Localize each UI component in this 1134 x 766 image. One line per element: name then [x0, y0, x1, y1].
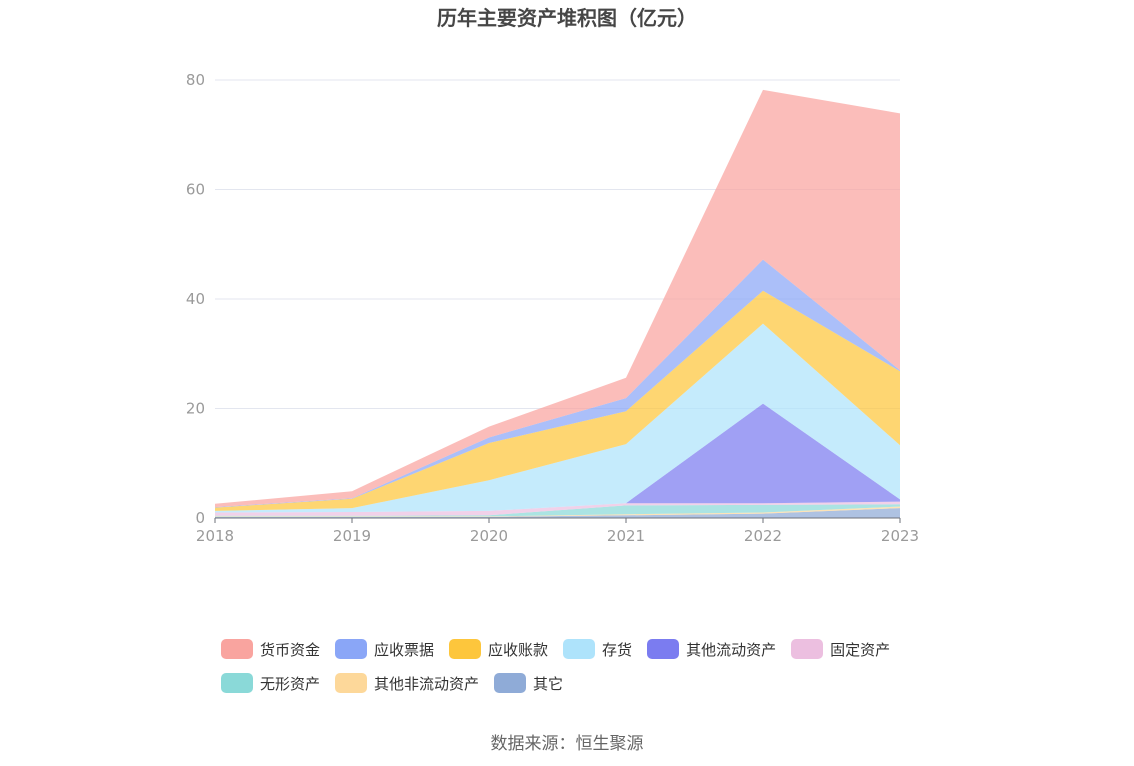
legend-item[interactable]: 存货: [563, 639, 632, 660]
x-tick-label: 2020: [470, 527, 508, 545]
legend-item[interactable]: 应收账款: [449, 639, 548, 660]
axes: 0 20 40 60 80 2018 2019 2020 2021 2022 2023: [186, 71, 919, 545]
legend-item[interactable]: 固定资产: [791, 639, 890, 660]
area-series-6: [215, 290, 900, 511]
legend-swatch: [221, 639, 253, 659]
legend-swatch: [563, 639, 596, 659]
legend-swatch: [494, 673, 527, 693]
legend-label: 其它: [533, 674, 564, 693]
legend-item[interactable]: 其他非流动资产: [335, 673, 479, 694]
stacked-area-chart: 0 20 40 60 80 2018 2019 2020 2021 2022 2023: [186, 71, 919, 545]
legend-item[interactable]: 无形资产: [221, 673, 320, 694]
legend-swatch: [221, 673, 253, 693]
legend-item[interactable]: 货币资金: [221, 639, 320, 660]
legend-item[interactable]: 其他流动资产: [647, 639, 776, 660]
y-tick-label: 40: [186, 290, 205, 308]
legend-label: 货币资金: [260, 640, 321, 659]
area-series-8: [215, 89, 900, 508]
legend-swatch: [335, 639, 368, 659]
legend-label: 无形资产: [260, 674, 321, 693]
chart-title: 历年主要资产堆积图（亿元）: [437, 6, 697, 30]
x-tick-label: 2022: [744, 527, 782, 545]
legend-swatch: [647, 639, 680, 659]
legend-row: 无形资产 其他非流动资产 其它: [221, 666, 941, 700]
y-tick-label: 60: [186, 181, 205, 199]
y-tick-label: 0: [195, 509, 205, 527]
legend-label: 应收账款: [488, 640, 549, 659]
area-series-0: [215, 508, 900, 518]
legend-item[interactable]: 应收票据: [335, 639, 434, 660]
legend-row: 货币资金 应收票据 应收账款 存货 其他流动资产 固定资产: [221, 632, 941, 666]
area-series-2: [215, 504, 900, 517]
area-series-4: [215, 403, 900, 513]
area-series-5: [215, 323, 900, 513]
legend-label: 其他流动资产: [686, 640, 777, 659]
x-tick-label: 2019: [333, 527, 371, 545]
legend-label: 固定资产: [830, 640, 891, 659]
legend-swatch: [449, 639, 482, 659]
y-tick-label: 20: [186, 400, 205, 418]
area-series-group: [215, 89, 900, 518]
y-tick-label: 80: [186, 71, 205, 89]
data-source: 数据来源：恒生聚源: [490, 734, 644, 754]
x-tick-label: 2023: [881, 527, 919, 545]
area-series-3: [215, 501, 900, 516]
x-tick-label: 2021: [607, 527, 645, 545]
x-tick-label: 2018: [196, 527, 234, 545]
legend-swatch: [335, 673, 368, 693]
legend-label: 其他非流动资产: [374, 674, 480, 693]
legend-label: 应收票据: [374, 640, 435, 659]
legend-item[interactable]: 其它: [494, 673, 563, 694]
legend-label: 存货: [602, 640, 633, 659]
legend: 货币资金 应收票据 应收账款 存货 其他流动资产 固定资产无形资产 其他非流动资产 其它: [221, 632, 941, 700]
legend-swatch: [791, 639, 824, 659]
